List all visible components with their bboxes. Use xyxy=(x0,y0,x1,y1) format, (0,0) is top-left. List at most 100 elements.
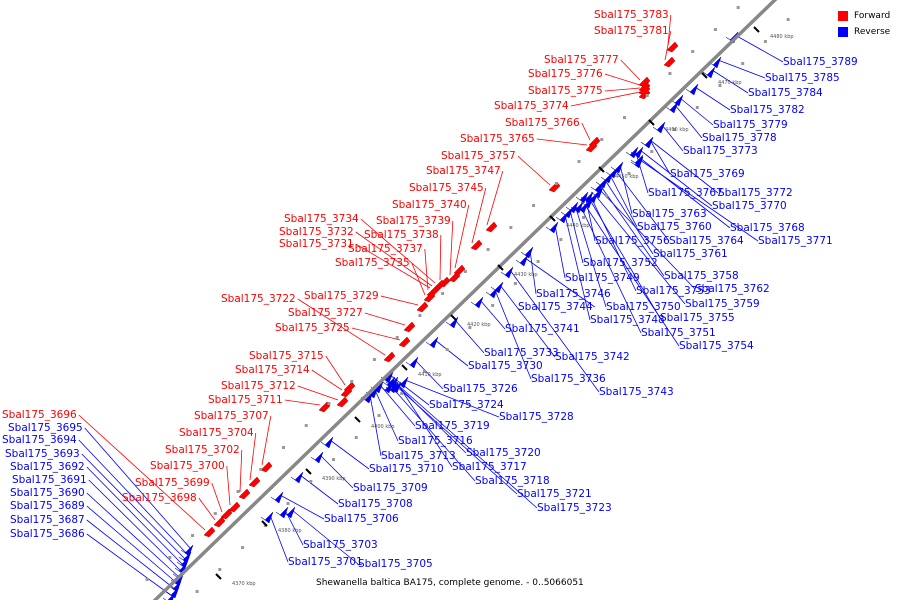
reverse-gene-feature[interactable] xyxy=(166,586,180,599)
reverse-gene-feature[interactable] xyxy=(270,491,284,504)
reverse-gene-feature[interactable] xyxy=(176,556,190,569)
forward-gene-feature[interactable] xyxy=(228,501,241,513)
reverse-gene-feature[interactable] xyxy=(630,156,644,169)
reverse-gene-feature[interactable] xyxy=(610,161,624,174)
forward-gene-feature[interactable] xyxy=(238,488,251,500)
reverse-gene-label[interactable]: Sbal175_3705 xyxy=(358,558,433,570)
reverse-gene-label[interactable]: Sbal175_3753 xyxy=(636,285,711,297)
forward-gene-label[interactable]: Sbal175_3740 xyxy=(392,199,467,211)
reverse-gene-label[interactable]: Sbal175_3687 xyxy=(10,514,85,526)
reverse-gene-feature[interactable] xyxy=(490,281,504,294)
reverse-gene-label[interactable]: Sbal175_3721 xyxy=(517,488,592,500)
forward-gene-label[interactable]: Sbal175_3765 xyxy=(460,133,535,145)
reverse-gene-label[interactable]: Sbal175_3724 xyxy=(429,399,504,411)
reverse-gene-label[interactable]: Sbal175_3703 xyxy=(303,539,378,551)
forward-gene-label[interactable]: Sbal175_3729 xyxy=(304,290,379,302)
reverse-gene-label[interactable]: Sbal175_3743 xyxy=(599,386,674,398)
reverse-gene-feature[interactable] xyxy=(545,221,559,234)
forward-gene-label[interactable]: Sbal175_3737 xyxy=(348,243,423,255)
forward-gene-label[interactable]: Sbal175_3715 xyxy=(249,350,324,362)
reverse-gene-feature[interactable] xyxy=(585,191,599,204)
reverse-gene-label[interactable]: Sbal175_3755 xyxy=(660,312,735,324)
reverse-gene-label[interactable]: Sbal175_3694 xyxy=(2,434,77,446)
forward-gene-feature[interactable] xyxy=(248,476,261,488)
reverse-gene-feature[interactable] xyxy=(260,511,274,524)
reverse-gene-label[interactable]: Sbal175_3736 xyxy=(531,373,606,385)
reverse-gene-label[interactable]: Sbal175_3778 xyxy=(702,132,777,144)
forward-gene-label[interactable]: Sbal175_3700 xyxy=(150,460,225,472)
reverse-gene-label[interactable]: Sbal175_3713 xyxy=(381,450,456,462)
reverse-gene-label[interactable]: Sbal175_3750 xyxy=(606,301,681,313)
reverse-gene-label[interactable]: Sbal175_3709 xyxy=(353,482,428,494)
reverse-gene-label[interactable]: Sbal175_3751 xyxy=(641,327,716,339)
forward-gene-feature[interactable] xyxy=(585,141,598,153)
reverse-gene-feature[interactable] xyxy=(575,201,589,214)
reverse-gene-label[interactable]: Sbal175_3754 xyxy=(679,340,754,352)
reverse-gene-label[interactable]: Sbal175_3768 xyxy=(730,222,805,234)
reverse-gene-label[interactable]: Sbal175_3759 xyxy=(685,298,760,310)
forward-gene-feature[interactable] xyxy=(485,221,498,233)
reverse-gene-feature[interactable] xyxy=(515,254,529,267)
reverse-gene-label[interactable]: Sbal175_3690 xyxy=(10,487,85,499)
forward-gene-label[interactable]: Sbal175_3725 xyxy=(275,322,350,334)
forward-gene-label[interactable]: Sbal175_3707 xyxy=(194,410,269,422)
reverse-gene-label[interactable]: Sbal175_3717 xyxy=(452,461,527,473)
reverse-gene-label[interactable]: Sbal175_3769 xyxy=(670,168,745,180)
forward-gene-label[interactable]: Sbal175_3777 xyxy=(544,54,619,66)
reverse-gene-label[interactable]: Sbal175_3773 xyxy=(683,145,758,157)
reverse-gene-label[interactable]: Sbal175_3767 xyxy=(648,187,723,199)
reverse-gene-label[interactable]: Sbal175_3771 xyxy=(758,235,833,247)
forward-gene-label[interactable]: Sbal175_3776 xyxy=(528,68,603,80)
reverse-gene-label[interactable]: Sbal175_3733 xyxy=(484,347,559,359)
forward-gene-feature[interactable] xyxy=(398,336,411,348)
forward-gene-feature[interactable] xyxy=(548,181,561,193)
forward-gene-label[interactable]: Sbal175_3774 xyxy=(494,100,569,112)
reverse-gene-feature[interactable] xyxy=(485,286,499,299)
reverse-gene-label[interactable]: Sbal175_3718 xyxy=(475,475,550,487)
reverse-gene-feature[interactable] xyxy=(425,336,439,349)
forward-gene-label[interactable]: Sbal175_3727 xyxy=(288,307,363,319)
forward-gene-label[interactable]: Sbal175_3731 xyxy=(279,238,354,250)
reverse-gene-label[interactable]: Sbal175_3710 xyxy=(369,463,444,475)
reverse-gene-feature[interactable] xyxy=(520,246,534,259)
reverse-gene-label[interactable]: Sbal175_3716 xyxy=(398,435,473,447)
reverse-gene-label[interactable]: Sbal175_3741 xyxy=(505,323,580,335)
reverse-gene-label[interactable]: Sbal175_3785 xyxy=(765,72,840,84)
forward-gene-feature[interactable] xyxy=(336,396,349,408)
forward-gene-feature[interactable] xyxy=(213,516,226,528)
reverse-gene-label[interactable]: Sbal175_3749 xyxy=(565,272,640,284)
forward-gene-feature[interactable] xyxy=(470,239,483,251)
reverse-gene-label[interactable]: Sbal175_3730 xyxy=(468,360,543,372)
reverse-gene-label[interactable]: Sbal175_3693 xyxy=(5,448,80,460)
reverse-gene-label[interactable]: Sbal175_3746 xyxy=(536,288,611,300)
forward-gene-label[interactable]: Sbal175_3735 xyxy=(335,257,410,269)
reverse-gene-label[interactable]: Sbal175_3726 xyxy=(443,383,518,395)
reverse-gene-label[interactable]: Sbal175_3789 xyxy=(783,56,858,68)
reverse-gene-feature[interactable] xyxy=(685,83,699,96)
reverse-gene-feature[interactable] xyxy=(290,471,304,484)
reverse-gene-feature[interactable] xyxy=(282,506,296,519)
reverse-gene-feature[interactable] xyxy=(388,381,402,394)
reverse-gene-label[interactable]: Sbal175_3686 xyxy=(10,528,85,540)
reverse-gene-label[interactable]: Sbal175_3744 xyxy=(518,301,593,313)
reverse-gene-feature[interactable] xyxy=(595,176,609,189)
reverse-gene-label[interactable]: Sbal175_3761 xyxy=(653,248,728,260)
forward-gene-label[interactable]: Sbal175_3775 xyxy=(528,85,603,97)
reverse-gene-label[interactable]: Sbal175_3779 xyxy=(713,119,788,131)
reverse-gene-label[interactable]: Sbal175_3706 xyxy=(324,513,399,525)
reverse-gene-feature[interactable] xyxy=(162,592,176,600)
reverse-gene-label[interactable]: Sbal175_3770 xyxy=(712,200,787,212)
reverse-gene-label[interactable]: Sbal175_3762 xyxy=(695,283,770,295)
forward-gene-label[interactable]: Sbal175_3702 xyxy=(165,444,240,456)
forward-gene-label[interactable]: Sbal175_3699 xyxy=(135,477,210,489)
forward-gene-label[interactable]: Sbal175_3732 xyxy=(279,226,354,238)
forward-gene-feature[interactable] xyxy=(638,88,651,100)
forward-gene-label[interactable]: Sbal175_3714 xyxy=(235,364,310,376)
reverse-gene-feature[interactable] xyxy=(652,121,666,134)
reverse-gene-feature[interactable] xyxy=(555,211,569,224)
reverse-gene-label[interactable]: Sbal175_3728 xyxy=(499,411,574,423)
forward-gene-label[interactable]: Sbal175_3781 xyxy=(594,25,669,37)
reverse-gene-label[interactable]: Sbal175_3720 xyxy=(466,447,541,459)
forward-gene-label[interactable]: Sbal175_3766 xyxy=(505,117,580,129)
forward-gene-feature[interactable] xyxy=(318,401,331,413)
